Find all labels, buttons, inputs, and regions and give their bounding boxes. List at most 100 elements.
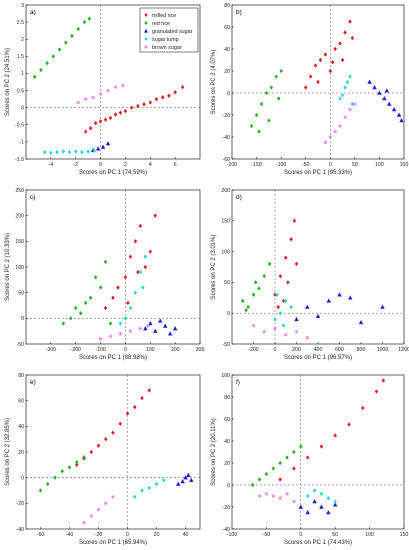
data-point-brown-sugar	[111, 495, 115, 499]
data-point-milled-rice	[343, 30, 347, 35]
data-point-red-rice	[246, 304, 250, 310]
y-tick-label: 60	[18, 398, 24, 404]
y-tick-label: 20	[224, 69, 230, 75]
data-point-milled-rice	[276, 304, 281, 310]
data-point-red-rice	[70, 33, 74, 39]
data-point-red-rice	[267, 261, 272, 267]
data-point-brown-sugar	[328, 135, 333, 139]
data-point-milled-rice	[126, 300, 130, 306]
data-point-milled-rice	[136, 269, 140, 275]
data-point-granulated-sugar	[153, 328, 158, 333]
y-tick-label: 150	[15, 239, 24, 245]
y-tick-label: 200	[15, 213, 24, 219]
data-point-sugar-lump	[118, 321, 123, 326]
x-tick-label: -200	[227, 162, 237, 168]
data-point-milled-rice	[316, 79, 320, 85]
x-tick-label: 100	[375, 162, 384, 168]
data-point-red-rice	[274, 74, 279, 79]
panel-c: -300 -200 -100 0 100 200 300 -50 0 50 100 150 200 250…	[5, 188, 204, 361]
data-point-milled-rice	[286, 280, 290, 285]
data-point-sugar-lump	[132, 494, 137, 500]
x-axis-label: Scores on PC 1 (74.43%)	[284, 540, 352, 546]
data-point-milled-rice	[347, 422, 351, 427]
data-point-sugar-lump	[326, 495, 331, 501]
data-point-milled-rice	[278, 477, 282, 482]
data-point-granulated-sugar	[305, 304, 310, 309]
data-point-brown-sugar	[83, 97, 88, 101]
data-point-red-rice	[61, 321, 66, 326]
data-point-milled-rice	[283, 255, 288, 261]
x-tick-label: -200	[248, 347, 258, 353]
data-point-brown-sugar	[121, 83, 125, 88]
y-tick-label: 40	[224, 47, 230, 53]
x-tick-label: -50	[263, 532, 271, 538]
data-point-milled-rice	[111, 430, 115, 435]
x-tick-label: -100	[95, 347, 105, 353]
y-tick-label: -60	[223, 157, 231, 163]
data-point-milled-rice	[153, 213, 158, 218]
x-tick-label: 0	[124, 347, 127, 353]
data-point-sugar-lump	[73, 149, 78, 154]
data-point-milled-rice	[132, 404, 137, 410]
data-point-red-rice	[257, 129, 261, 134]
y-tick-label: 40	[224, 439, 230, 445]
data-point-red-rice	[244, 307, 248, 313]
legend-marker	[144, 28, 148, 33]
plot-area	[231, 374, 405, 530]
y-tick-label: 0	[227, 311, 230, 317]
data-point-granulated-sugar	[176, 481, 181, 486]
data-point-brown-sugar	[251, 323, 256, 328]
data-point-milled-rice	[160, 95, 165, 100]
x-tick-label: -40	[66, 532, 74, 538]
data-point-brown-sugar	[283, 332, 288, 337]
data-point-red-rice	[257, 477, 262, 482]
x-tick-label: 0	[99, 162, 102, 168]
data-point-milled-rice	[125, 411, 130, 416]
data-point-milled-rice	[118, 110, 123, 116]
data-point-red-rice	[39, 67, 43, 73]
data-point-brown-sugar	[89, 514, 94, 518]
data-point-granulated-sugar	[384, 88, 390, 93]
data-point-red-rice	[73, 305, 78, 311]
y-tick-label: -40	[223, 527, 231, 533]
data-point-milled-rice	[305, 455, 310, 460]
x-tick-label: -300	[46, 347, 56, 353]
x-tick-label: 0	[274, 347, 277, 353]
x-tick-label: 800	[357, 347, 366, 353]
data-point-brown-sugar	[353, 102, 357, 106]
data-point-granulated-sugar	[396, 112, 402, 117]
legend-entry: red rice	[152, 21, 170, 27]
x-tick-label: 50	[332, 532, 338, 538]
data-point-sugar-lump	[283, 298, 288, 304]
data-point-red-rice	[259, 101, 264, 107]
data-point-milled-rice	[98, 119, 103, 124]
data-point-brown-sugar	[273, 326, 277, 331]
data-point-milled-rice	[338, 41, 342, 46]
data-point-granulated-sugar	[332, 502, 338, 507]
data-point-brown-sugar	[285, 492, 289, 496]
data-point-red-rice	[264, 471, 269, 477]
x-tick-label: 50	[352, 162, 358, 168]
data-point-sugar-lump	[305, 493, 310, 499]
data-point-brown-sugar	[343, 115, 347, 119]
data-point-milled-rice	[278, 273, 283, 279]
data-point-milled-rice	[148, 249, 153, 254]
data-point-red-rice	[264, 90, 269, 96]
data-point-sugar-lump	[343, 85, 347, 90]
data-point-sugar-lump	[138, 269, 143, 275]
data-point-red-rice	[285, 455, 289, 460]
data-point-granulated-sugar	[143, 326, 148, 331]
y-tick-label: 50	[224, 280, 230, 286]
data-point-milled-rice	[289, 237, 293, 242]
y-tick-label: 0	[227, 483, 230, 489]
data-point-granulated-sugar	[148, 320, 153, 326]
data-point-brown-sugar	[278, 496, 282, 500]
x-tick-label: 0	[126, 532, 129, 538]
data-point-granulated-sugar	[186, 472, 191, 477]
legend-entry: milled rice	[152, 13, 176, 19]
y-tick-label: 60	[224, 417, 230, 423]
data-point-red-rice	[67, 465, 72, 470]
data-point-granulated-sugar	[377, 90, 382, 95]
data-point-granulated-sugar	[157, 318, 163, 323]
data-point-milled-rice	[113, 112, 118, 117]
